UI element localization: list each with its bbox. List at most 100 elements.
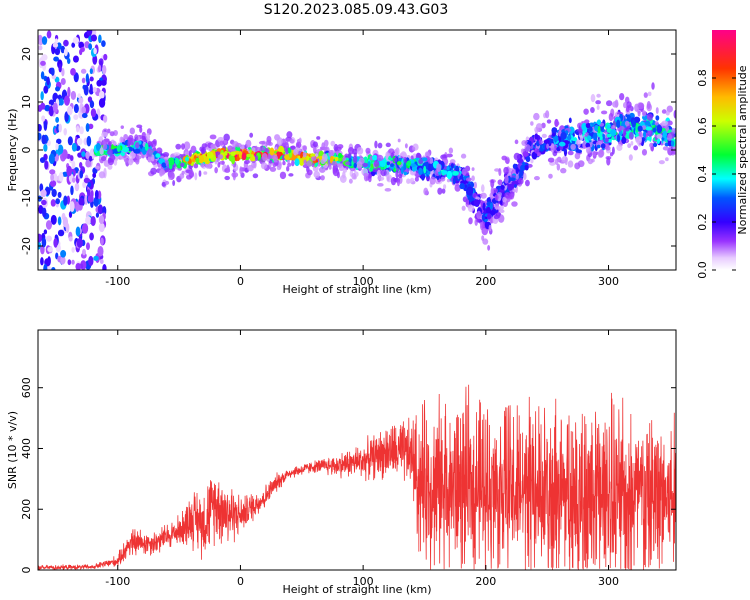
spectrogram-cell <box>39 157 46 163</box>
spectrogram-cell <box>622 128 627 138</box>
spectrogram-cell <box>38 104 43 112</box>
spectrogram-cell <box>54 48 61 56</box>
spectrogram-cell <box>224 150 228 156</box>
spectrogram-cell <box>116 145 121 153</box>
spectrogram-cell <box>69 155 74 161</box>
spectrogram-cell <box>83 84 89 96</box>
spectrogram-cell <box>44 104 51 112</box>
spectrogram-cell <box>525 179 530 187</box>
snr-xlabel: Height of straight line (km) <box>282 583 431 596</box>
spectrogram-cell <box>436 163 442 172</box>
spectrogram-cell <box>81 113 88 119</box>
spectrogram-cell <box>403 171 408 176</box>
spectrogram-cell <box>66 165 73 177</box>
spectrogram-cell <box>332 165 337 174</box>
spectrogram-cell <box>590 106 595 113</box>
spectrogram-cell <box>286 131 293 139</box>
spectrogram-cell <box>396 161 402 166</box>
snr-background <box>38 330 676 570</box>
spectrogram-cell <box>480 199 484 208</box>
spectrogram-cell <box>611 124 616 131</box>
spectrogram-cell <box>249 132 254 138</box>
spectrogram-cell <box>369 167 373 172</box>
spectrogram-cell <box>605 137 609 143</box>
spectrogram-cell <box>269 147 275 156</box>
colorbar-tick-label: 0.6 <box>696 117 709 135</box>
spectrogram-cell <box>71 160 76 169</box>
spectrogram-xlabel: Height of straight line (km) <box>282 283 431 296</box>
spectrogram-cell <box>441 188 446 194</box>
spectrogram-cell <box>244 159 250 165</box>
spectrogram-cell <box>241 152 247 161</box>
spectrogram-cell <box>55 116 60 123</box>
spectrogram-cell <box>328 165 332 170</box>
spectrogram-cell <box>490 179 495 188</box>
spectrogram-cell <box>288 173 294 177</box>
spectrogram-cell <box>49 180 57 188</box>
spectrogram-cell <box>78 97 84 104</box>
spectrogram-cell <box>122 146 129 153</box>
spectrogram-cell <box>219 140 224 146</box>
spectrogram-cell <box>141 135 146 140</box>
spectrogram-cell <box>446 153 453 158</box>
spectrogram-cell <box>418 158 424 165</box>
snr-xtick-label: 0 <box>237 575 244 588</box>
spectrogram-cell <box>662 130 668 139</box>
spectrogram-cell <box>38 233 42 243</box>
spectrogram-cell <box>89 232 94 241</box>
spectrogram-cell <box>397 138 401 143</box>
spectrogram-cell <box>645 126 653 131</box>
spectrogram-cell <box>85 216 92 225</box>
spectrogram-cell <box>282 160 286 166</box>
spectrogram-cell <box>43 263 48 270</box>
spectrogram-cell <box>78 41 85 49</box>
spectrogram-cell <box>45 220 52 230</box>
spectrogram-cell <box>514 139 519 145</box>
spectrogram-cell <box>481 235 485 241</box>
spectrogram-cell <box>467 187 473 196</box>
spectrogram-cell <box>181 143 185 150</box>
spectrogram-cell <box>38 124 42 132</box>
spectrogram-cell <box>247 164 254 172</box>
spectrogram-cell <box>367 161 371 168</box>
spectrogram-cell <box>628 132 634 140</box>
spectrogram-cell <box>195 157 200 164</box>
spectrogram-cell <box>90 34 98 42</box>
spectrogram-cell <box>377 183 384 187</box>
spectrogram-cell <box>278 160 282 169</box>
spectrogram-cell <box>128 138 136 146</box>
spectrogram-cell <box>96 79 103 87</box>
spectrogram-cell <box>89 76 94 82</box>
spectrogram-cell <box>73 114 79 121</box>
snr-ytick-label: 600 <box>20 377 33 398</box>
spectrogram-cell <box>277 145 285 154</box>
spectrogram-cell <box>545 110 550 119</box>
spectrogram-cell <box>246 153 253 158</box>
spectrogram-cell <box>60 250 67 258</box>
spectrogram-cell <box>605 145 611 151</box>
spectrogram-cell <box>635 136 643 144</box>
spectrogram-cell <box>124 158 129 163</box>
spectrogram-cell <box>411 146 416 152</box>
spectrogram-cell <box>330 140 336 147</box>
spectrogram-xtick-label: -100 <box>105 275 130 288</box>
spectrogram-cell <box>203 171 208 175</box>
spectrogram-cell <box>175 143 182 150</box>
spectrogram-cell <box>266 139 272 146</box>
spectrogram-cell <box>69 201 75 213</box>
spectrogram-cell <box>85 242 90 250</box>
spectrogram-cell <box>173 152 181 156</box>
spectrogram-cell <box>641 148 648 156</box>
spectrogram-cell <box>446 166 450 171</box>
spectrogram-cell <box>109 131 115 137</box>
spectrogram-cell <box>376 169 382 177</box>
spectrogram-cell <box>65 222 70 234</box>
spectrogram-cell <box>43 229 48 235</box>
spectrogram-cell <box>647 91 652 97</box>
spectrogram-cell <box>673 109 676 119</box>
spectrogram-cell <box>219 160 225 165</box>
spectrogram-cell <box>476 210 482 220</box>
spectrogram-cell <box>385 151 389 160</box>
spectrogram-cell <box>509 177 516 182</box>
